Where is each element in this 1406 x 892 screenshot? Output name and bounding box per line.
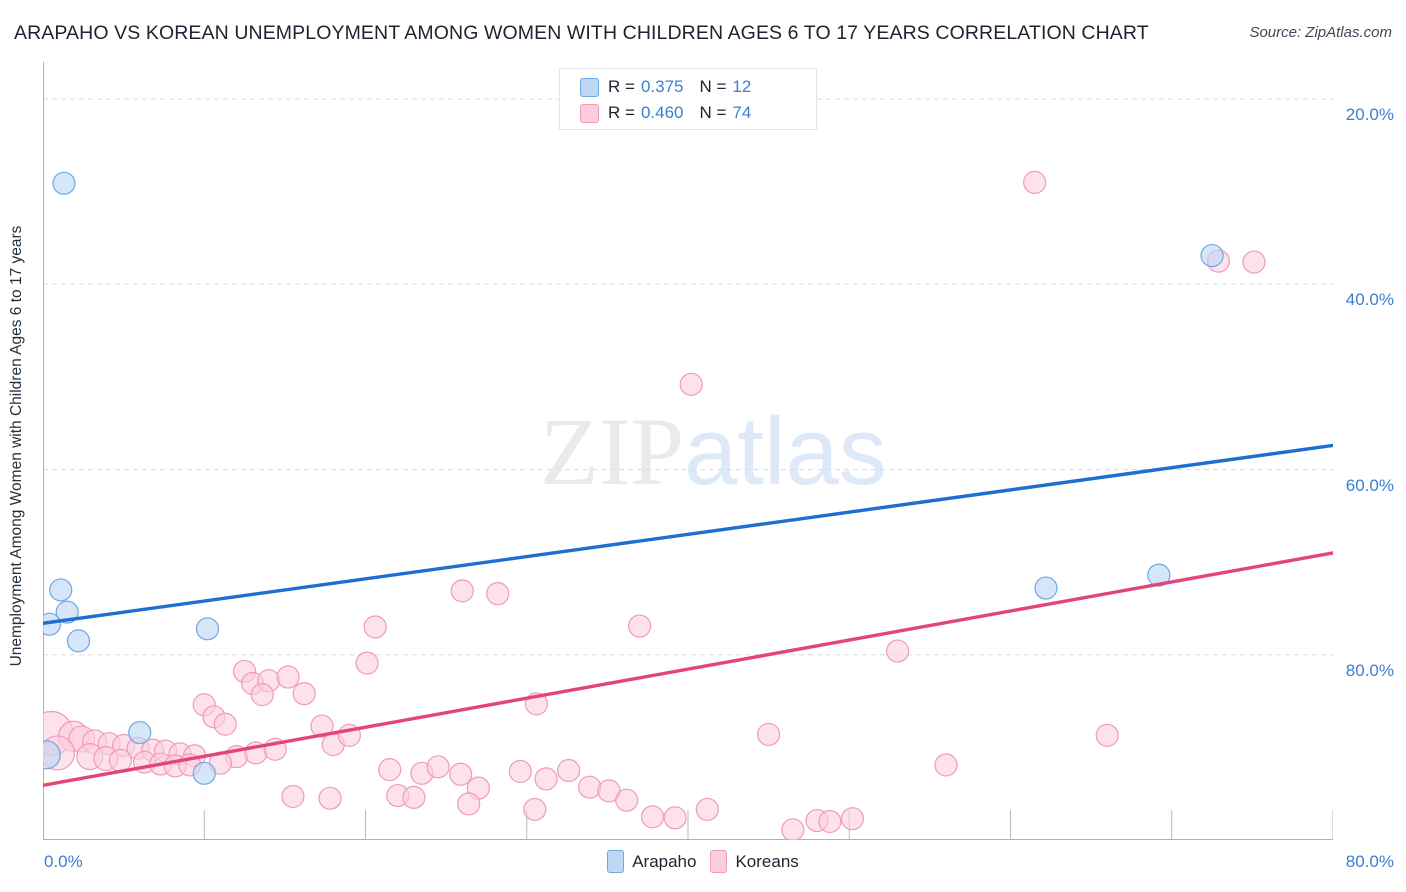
- data-point-koreans[interactable]: [486, 582, 510, 606]
- r-value-koreans: 0.460: [640, 103, 684, 122]
- series-swatch-koreans: [710, 850, 728, 873]
- n-value-koreans: 74: [732, 103, 752, 122]
- r-label-arapaho: R =: [608, 77, 635, 96]
- r-label-koreans: R =: [608, 103, 635, 122]
- data-point-koreans[interactable]: [934, 753, 958, 777]
- data-point-koreans[interactable]: [886, 639, 910, 663]
- data-point-koreans[interactable]: [557, 758, 581, 783]
- data-point-koreans[interactable]: [292, 682, 316, 706]
- data-point-koreans[interactable]: [663, 806, 687, 830]
- legend-swatch-arapaho: [580, 77, 599, 97]
- data-point-arapaho[interactable]: [43, 612, 62, 636]
- data-point-koreans[interactable]: [1242, 250, 1266, 274]
- n-value-arapaho: 12: [732, 77, 752, 96]
- data-point-koreans[interactable]: [615, 788, 639, 812]
- data-point-koreans[interactable]: [355, 651, 379, 675]
- data-point-koreans[interactable]: [450, 579, 474, 603]
- source-attribution: Source: ZipAtlas.com: [1249, 24, 1392, 41]
- series-legend-item-arapaho[interactable]: Arapaho: [607, 850, 696, 873]
- data-point-arapaho[interactable]: [1034, 576, 1058, 600]
- series-swatch-arapaho: [607, 850, 625, 873]
- series-legend: Arapaho Koreans: [0, 850, 1406, 873]
- trendline-arapaho: [43, 443, 1333, 625]
- y-axis-title-text: Unemployment Among Women with Children A…: [8, 225, 25, 667]
- data-point-koreans[interactable]: [457, 792, 481, 816]
- data-point-koreans[interactable]: [781, 818, 805, 840]
- data-point-koreans[interactable]: [108, 748, 133, 772]
- data-point-koreans[interactable]: [426, 755, 450, 779]
- data-point-arapaho[interactable]: [128, 720, 152, 745]
- stats-legend-row-koreans: R = 0.460 N = 74: [560, 100, 816, 126]
- data-point-koreans[interactable]: [534, 767, 558, 791]
- trendline-koreans: [43, 551, 1333, 788]
- n-label-arapaho: N =: [699, 77, 727, 96]
- data-point-koreans[interactable]: [695, 797, 719, 822]
- data-point-koreans[interactable]: [508, 759, 532, 784]
- data-point-koreans[interactable]: [628, 614, 652, 638]
- data-point-arapaho[interactable]: [52, 171, 76, 195]
- data-point-koreans[interactable]: [640, 805, 665, 829]
- legend-swatch-koreans: [580, 103, 599, 123]
- y-axis-tick-label: 60.0%: [1345, 475, 1394, 495]
- data-point-koreans[interactable]: [1023, 170, 1047, 195]
- data-point-koreans[interactable]: [276, 665, 300, 689]
- y-axis-tick-label: 80.0%: [1345, 660, 1394, 680]
- series-legend-item-koreans[interactable]: Koreans: [710, 850, 799, 873]
- n-label-koreans: N =: [699, 103, 727, 122]
- data-point-arapaho[interactable]: [192, 761, 216, 785]
- data-point-koreans[interactable]: [523, 797, 547, 822]
- series-label-koreans: Koreans: [735, 851, 799, 871]
- x-axis-max-label: 80.0%: [1345, 852, 1394, 871]
- data-point-koreans[interactable]: [757, 722, 781, 747]
- stats-legend: R = 0.375 N = 12 R = 0.460 N = 74: [559, 68, 817, 130]
- data-point-koreans[interactable]: [449, 762, 473, 786]
- y-axis-tick-label: 40.0%: [1345, 290, 1394, 310]
- y-axis-tick-label: 20.0%: [1345, 105, 1394, 125]
- data-point-arapaho[interactable]: [195, 617, 220, 641]
- data-point-arapaho[interactable]: [1200, 243, 1224, 268]
- data-point-koreans[interactable]: [840, 807, 865, 831]
- scatter-plot-svg: [43, 62, 1333, 840]
- data-point-koreans[interactable]: [213, 712, 237, 736]
- data-point-arapaho[interactable]: [1147, 563, 1171, 587]
- data-point-koreans[interactable]: [281, 784, 305, 809]
- page-title: ARAPAHO VS KOREAN UNEMPLOYMENT AMONG WOM…: [14, 22, 1149, 44]
- x-axis-min-label: 0.0%: [44, 852, 83, 871]
- data-point-koreans[interactable]: [250, 682, 274, 707]
- series-label-arapaho: Arapaho: [632, 851, 697, 871]
- r-value-arapaho: 0.375: [640, 77, 684, 96]
- points-group-koreans: [43, 170, 1266, 840]
- data-point-koreans[interactable]: [818, 809, 842, 834]
- points-group-arapaho: [43, 171, 1224, 785]
- y-axis-title: Unemployment Among Women with Children A…: [0, 0, 34, 892]
- data-point-koreans[interactable]: [1095, 723, 1119, 747]
- data-point-koreans[interactable]: [402, 785, 426, 809]
- data-point-arapaho[interactable]: [49, 578, 73, 602]
- data-point-koreans[interactable]: [363, 615, 387, 639]
- data-point-koreans[interactable]: [318, 786, 342, 810]
- data-point-koreans[interactable]: [679, 372, 703, 396]
- stats-legend-row-arapaho: R = 0.375 N = 12: [560, 74, 816, 100]
- data-point-koreans[interactable]: [378, 758, 402, 782]
- data-point-koreans[interactable]: [578, 775, 602, 799]
- data-point-arapaho[interactable]: [66, 629, 91, 653]
- data-point-arapaho[interactable]: [43, 740, 61, 770]
- data-point-koreans[interactable]: [310, 714, 334, 738]
- plot-area: [43, 62, 1333, 840]
